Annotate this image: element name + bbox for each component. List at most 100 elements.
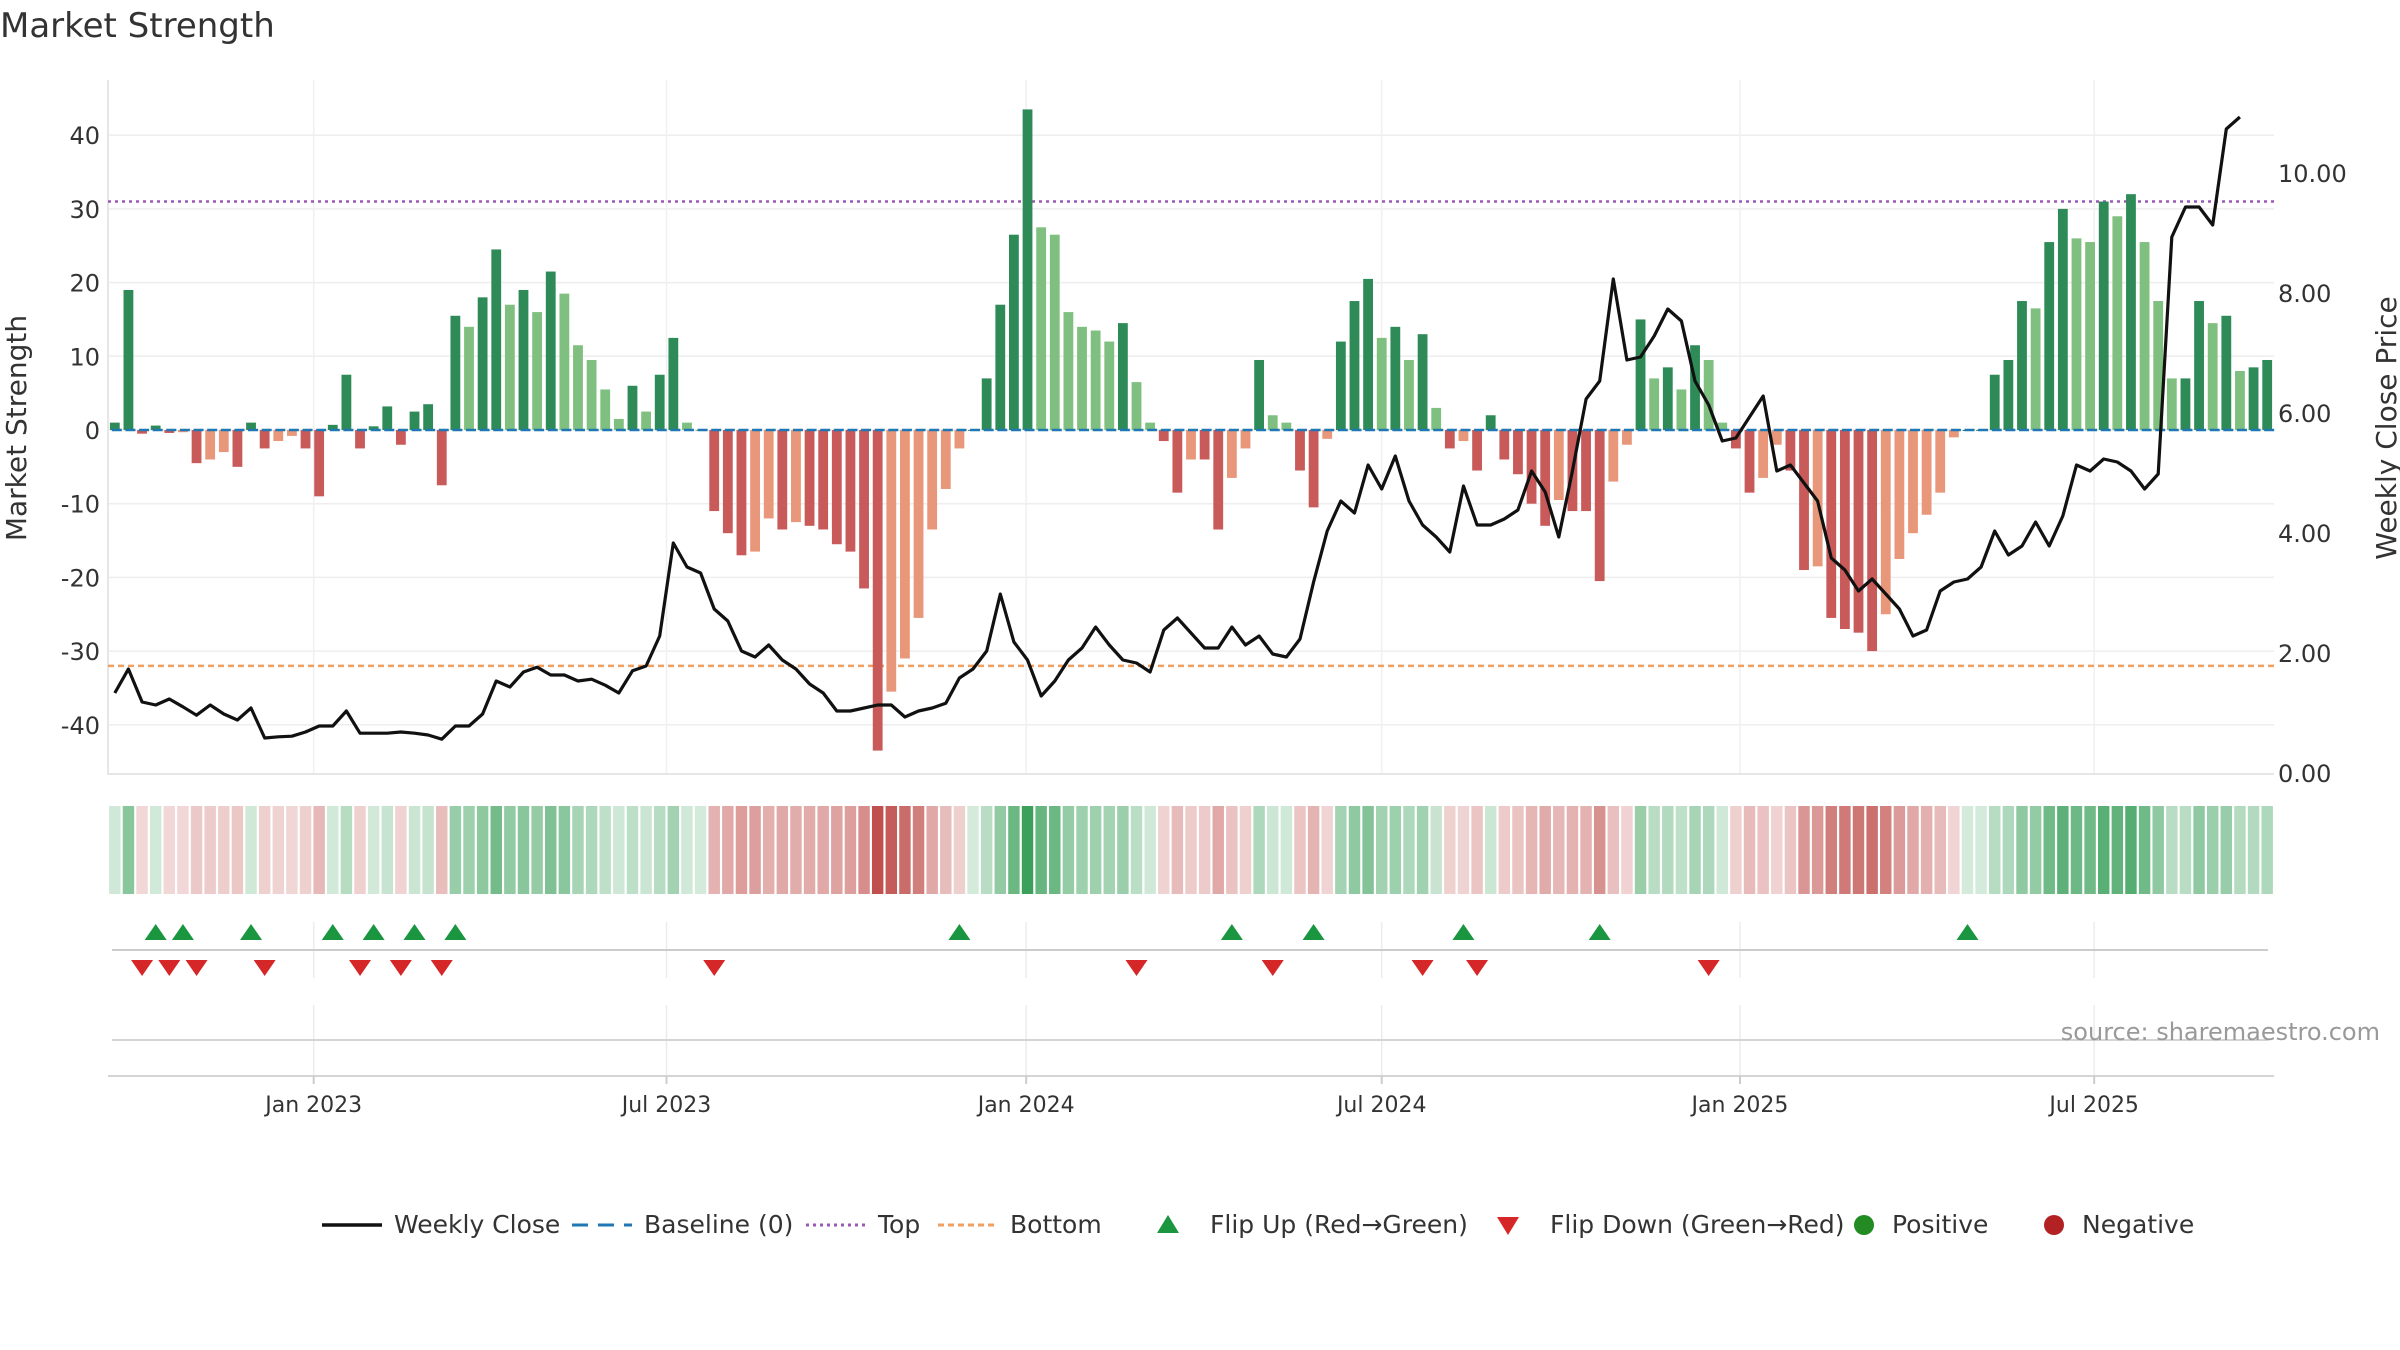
strip-cell [2261, 806, 2273, 894]
strip-cell [2166, 806, 2178, 894]
legend-swatch [1497, 1217, 1519, 1235]
strength-bar [2044, 242, 2055, 430]
strip-cell [1607, 806, 1620, 894]
y2-axis-label: Weekly Close Price [2370, 296, 2400, 559]
strip-cell [858, 806, 870, 894]
strength-bar [1390, 326, 1401, 430]
strength-bar [504, 304, 515, 430]
strip-cell [1689, 806, 1701, 894]
strength-bar [573, 345, 583, 430]
strip-cell [1117, 806, 1129, 894]
strip-cell [490, 806, 502, 894]
strip-cell [1294, 806, 1306, 894]
strip-cell [109, 806, 121, 894]
strength-bar [2248, 367, 2259, 430]
strip-cell [1525, 806, 1538, 894]
strip-cell [1198, 806, 1211, 894]
strength-bar [777, 430, 788, 530]
legend-label: Weekly Close [394, 1210, 560, 1239]
strip-cell [1348, 806, 1361, 894]
strip-cell [1103, 806, 1115, 894]
strip-cell [122, 806, 135, 894]
strip-cell [1825, 806, 1837, 894]
strength-bar [1213, 430, 1224, 530]
strength-bar [2112, 216, 2123, 430]
strip-cell [1280, 806, 1293, 894]
strip-cell [1321, 806, 1333, 894]
strip-cell [790, 806, 802, 894]
strip-cell [749, 806, 761, 894]
strength-bar [845, 430, 856, 552]
legend-label: Negative [2082, 1210, 2194, 1239]
strength-bar [1581, 430, 1591, 512]
strip-cell [258, 806, 271, 894]
strength-bar [1880, 430, 1891, 615]
strip-cell [762, 806, 775, 894]
strip-cell [422, 806, 434, 894]
strip-cell [2125, 806, 2137, 894]
strength-bars [109, 109, 2273, 751]
strength-bar [859, 430, 869, 589]
strength-bar [2017, 301, 2027, 430]
x-tick-label: Jul 2024 [1335, 1093, 1427, 1118]
strength-bar [641, 411, 651, 430]
flip-down-marker [1411, 960, 1434, 976]
strip-cell [1307, 806, 1320, 894]
strength-bar [2262, 359, 2273, 430]
strip-cell [1335, 806, 1347, 894]
strength-bar [1690, 345, 1700, 430]
strength-bar [1622, 430, 1632, 445]
y-tick-label: -30 [61, 638, 100, 666]
strip-cell [218, 806, 230, 894]
strength-bar [913, 430, 924, 618]
strip-cell [545, 806, 557, 894]
strip-cell [1743, 806, 1756, 894]
strength-bar [1771, 430, 1782, 445]
strip-cell [1907, 806, 1919, 894]
strip-cell [1757, 806, 1769, 894]
y-axis-label: Market Strength [0, 315, 33, 541]
strip-cell [1920, 806, 1933, 894]
strength-bar [314, 430, 325, 497]
strip-cell [1948, 806, 1960, 894]
flip-up-marker [1588, 924, 1611, 940]
strength-bar [2003, 359, 2014, 430]
strip-cell [953, 806, 966, 894]
legend-label: Bottom [1010, 1210, 1102, 1239]
strip-cell [1634, 806, 1647, 894]
strip-cell [395, 806, 407, 894]
strength-bar [1894, 430, 1905, 559]
strip-cell [354, 806, 366, 894]
strength-bar [654, 374, 665, 430]
strip-cell [2084, 806, 2096, 894]
strip-cell [299, 806, 312, 894]
strength-bar [1908, 430, 1918, 534]
strength-bar [491, 249, 502, 430]
strip-cell [1144, 806, 1156, 894]
strength-bar [205, 430, 216, 460]
strength-bar [736, 430, 747, 556]
strip-cell [1961, 806, 1974, 894]
strip-cell [1798, 806, 1810, 894]
strength-bar [1472, 430, 1482, 471]
strip-cell [327, 806, 339, 894]
legend-label: Flip Down (Green→Red) [1550, 1210, 1845, 1239]
strip-cell [885, 806, 898, 894]
strip-cell [1811, 806, 1824, 894]
strip-cell [1089, 806, 1102, 894]
strength-bar [1090, 330, 1101, 430]
strip-cell [476, 806, 489, 894]
strength-bar [1935, 430, 1946, 493]
strip-cell [190, 806, 203, 894]
flip-down-marker [1697, 960, 1720, 976]
strength-bar [2057, 208, 2068, 430]
strength-bar [368, 426, 379, 430]
strength-bar [886, 430, 897, 692]
strip-cell [2057, 806, 2069, 894]
flip-down-marker [158, 960, 181, 976]
flip-down-marker [430, 960, 453, 976]
strip-cell [1362, 806, 1374, 894]
strip-cell [1471, 806, 1483, 894]
strip-cell [1457, 806, 1470, 894]
strip-cell [1444, 806, 1456, 894]
